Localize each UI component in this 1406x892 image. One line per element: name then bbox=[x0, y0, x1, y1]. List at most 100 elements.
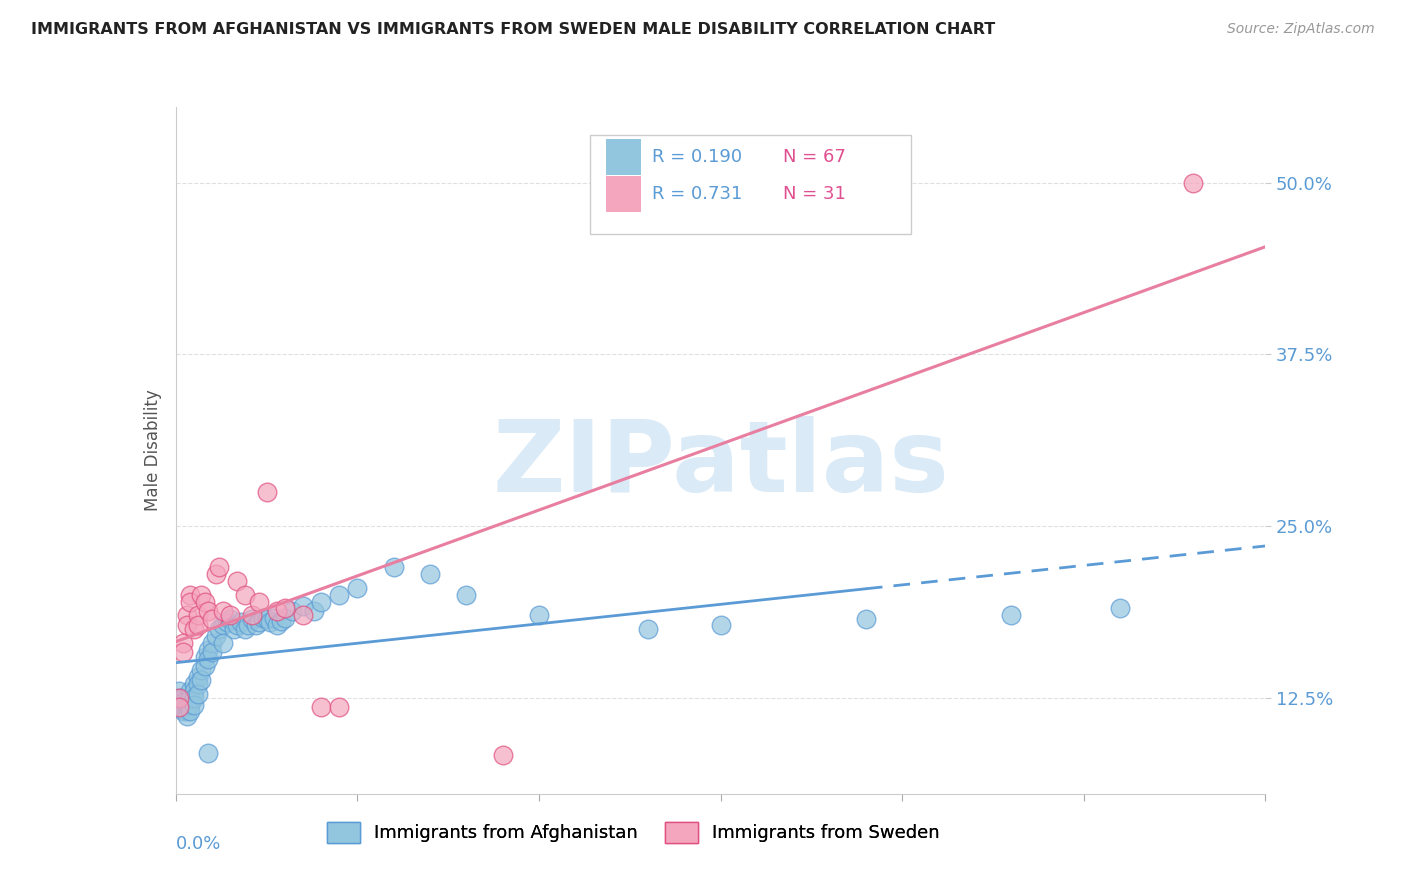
Point bbox=[212, 636, 235, 650]
Point bbox=[256, 612, 278, 626]
Point bbox=[186, 687, 209, 701]
Point bbox=[169, 698, 191, 712]
Point bbox=[256, 484, 278, 499]
Point bbox=[186, 670, 209, 684]
FancyBboxPatch shape bbox=[591, 135, 911, 234]
Point bbox=[183, 677, 205, 691]
Point bbox=[346, 581, 368, 595]
Point bbox=[190, 588, 212, 602]
Text: R = 0.731: R = 0.731 bbox=[652, 186, 742, 203]
Point bbox=[186, 608, 209, 623]
Point bbox=[176, 705, 198, 719]
Point bbox=[1000, 608, 1022, 623]
Point bbox=[274, 601, 297, 615]
Text: 0.0%: 0.0% bbox=[176, 835, 221, 853]
Point bbox=[219, 608, 242, 623]
Point bbox=[204, 629, 226, 643]
Point bbox=[197, 604, 219, 618]
Point bbox=[190, 663, 212, 677]
Point bbox=[186, 618, 209, 632]
Point bbox=[231, 615, 253, 630]
Point bbox=[492, 748, 515, 763]
Point bbox=[302, 604, 325, 618]
Point bbox=[172, 695, 194, 709]
Point bbox=[212, 618, 235, 632]
Point bbox=[266, 618, 288, 632]
Point bbox=[245, 618, 267, 632]
Point bbox=[263, 611, 285, 625]
Point bbox=[190, 673, 212, 687]
Point bbox=[194, 594, 217, 608]
Point bbox=[176, 708, 198, 723]
Point bbox=[172, 700, 194, 714]
Text: N = 31: N = 31 bbox=[783, 186, 845, 203]
Point bbox=[419, 567, 441, 582]
Point bbox=[382, 560, 405, 574]
Point bbox=[169, 690, 191, 705]
Text: ZIPatlas: ZIPatlas bbox=[492, 416, 949, 513]
Point bbox=[201, 645, 224, 659]
Point bbox=[252, 611, 274, 625]
Point bbox=[240, 612, 263, 626]
Text: IMMIGRANTS FROM AFGHANISTAN VS IMMIGRANTS FROM SWEDEN MALE DISABILITY CORRELATIO: IMMIGRANTS FROM AFGHANISTAN VS IMMIGRANT… bbox=[31, 22, 995, 37]
Point bbox=[176, 700, 198, 714]
Point bbox=[855, 612, 877, 626]
Point bbox=[226, 618, 249, 632]
Point bbox=[172, 636, 194, 650]
Point bbox=[194, 649, 217, 664]
Point bbox=[179, 594, 201, 608]
FancyBboxPatch shape bbox=[606, 177, 641, 212]
Legend: Immigrants from Afghanistan, Immigrants from Sweden: Immigrants from Afghanistan, Immigrants … bbox=[321, 814, 946, 850]
Point bbox=[1181, 176, 1204, 190]
Point bbox=[169, 683, 191, 698]
Point bbox=[197, 652, 219, 666]
Point bbox=[169, 690, 191, 705]
Point bbox=[176, 618, 198, 632]
Point bbox=[172, 705, 194, 719]
Point bbox=[637, 622, 659, 636]
Point bbox=[208, 622, 231, 636]
Point bbox=[215, 615, 238, 630]
Point bbox=[240, 608, 263, 623]
Point bbox=[226, 574, 249, 588]
Point bbox=[179, 705, 201, 719]
Point bbox=[172, 645, 194, 659]
Point bbox=[183, 690, 205, 705]
Point bbox=[183, 698, 205, 712]
Point bbox=[281, 604, 304, 618]
Point bbox=[291, 599, 314, 613]
Text: R = 0.190: R = 0.190 bbox=[652, 148, 742, 166]
Point bbox=[328, 588, 350, 602]
Point bbox=[172, 690, 194, 705]
Point bbox=[710, 618, 733, 632]
Point bbox=[527, 608, 550, 623]
Text: N = 67: N = 67 bbox=[783, 148, 845, 166]
Point bbox=[183, 683, 205, 698]
Point bbox=[183, 622, 205, 636]
Point bbox=[309, 700, 332, 714]
Point bbox=[274, 611, 297, 625]
Point bbox=[233, 622, 256, 636]
Point bbox=[179, 683, 201, 698]
Point bbox=[309, 594, 332, 608]
Point bbox=[212, 604, 235, 618]
Point bbox=[179, 698, 201, 712]
Point bbox=[208, 560, 231, 574]
Point bbox=[1109, 601, 1132, 615]
Point bbox=[270, 614, 292, 628]
Y-axis label: Male Disability: Male Disability bbox=[143, 390, 162, 511]
Point bbox=[169, 700, 191, 714]
Point bbox=[194, 659, 217, 673]
Point bbox=[201, 612, 224, 626]
Point bbox=[291, 608, 314, 623]
Point bbox=[259, 615, 281, 630]
Point bbox=[176, 608, 198, 623]
Point bbox=[197, 642, 219, 657]
Point bbox=[266, 604, 288, 618]
Point bbox=[238, 618, 260, 632]
Point bbox=[328, 700, 350, 714]
Point bbox=[179, 588, 201, 602]
Point bbox=[186, 677, 209, 691]
Point bbox=[456, 588, 478, 602]
Point bbox=[179, 690, 201, 705]
